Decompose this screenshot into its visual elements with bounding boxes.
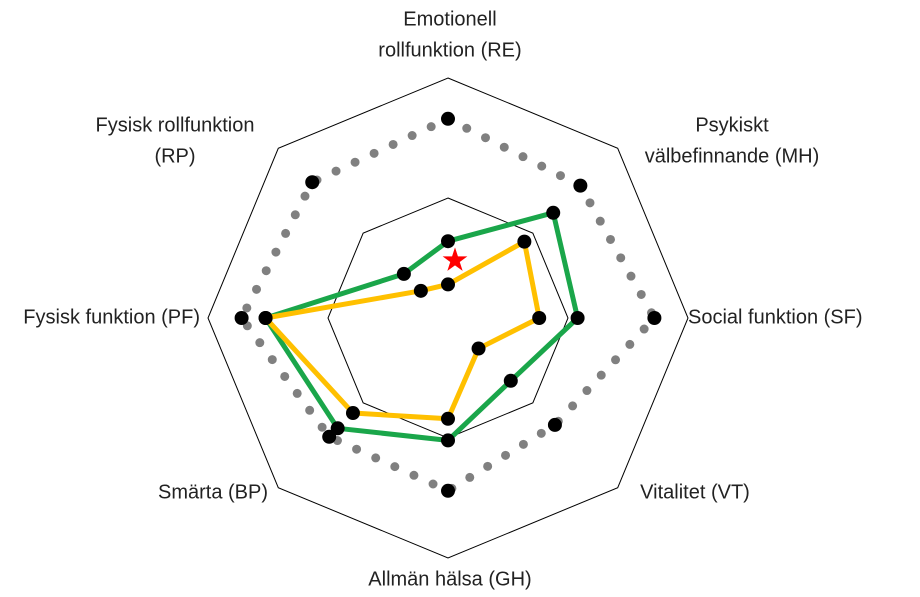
star-marker (442, 247, 468, 271)
data-point (503, 373, 518, 388)
data-point (413, 283, 428, 298)
data-point (396, 266, 411, 281)
data-point (441, 483, 455, 498)
data-point (441, 411, 455, 426)
data-point (546, 205, 561, 220)
series-line (263, 210, 581, 443)
data-point (441, 433, 455, 448)
data-point (573, 178, 588, 193)
grid-ring (207, 77, 689, 559)
data-point (647, 311, 662, 325)
axis-label: Fysisk funktion (PF) (23, 306, 200, 328)
axis-label: Fysisk rollfunktion (RP) (96, 115, 255, 168)
data-point (570, 311, 585, 325)
data-point (322, 429, 337, 444)
grid-ring (327, 197, 569, 439)
data-point (471, 341, 486, 356)
axis-label: Smärta (BP) (158, 481, 268, 503)
data-point (547, 417, 562, 432)
data-point (258, 311, 273, 325)
axis-label: Emotionell rollfunktion (RE) (378, 9, 521, 62)
axis-label: Social funktion (SF) (688, 306, 863, 328)
data-point (330, 421, 345, 436)
data-point (234, 311, 249, 325)
data-point (441, 277, 455, 292)
data-point (441, 234, 455, 249)
axis-label: Allmän hälsa (GH) (368, 568, 531, 590)
axis-label: Vitalitet (VT) (640, 481, 750, 503)
data-point (441, 111, 455, 126)
axis-label: Psykiskt välbefinnande (MH) (645, 115, 820, 168)
data-point (517, 234, 532, 249)
data-point (532, 311, 547, 325)
data-point (305, 175, 320, 190)
data-point (345, 406, 360, 421)
